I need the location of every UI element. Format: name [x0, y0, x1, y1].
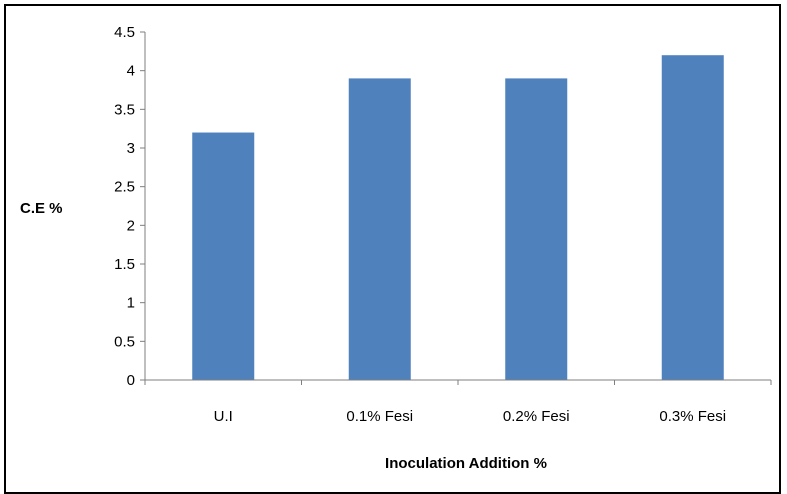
bar	[661, 55, 724, 380]
y-tick-label: 1.5	[114, 256, 135, 273]
y-tick-label: 2.5	[114, 179, 135, 196]
y-tick-label: 1	[127, 295, 135, 312]
y-tick-label: 0	[127, 372, 135, 389]
x-tick-label: 0.3% Fesi	[659, 408, 726, 425]
y-tick-label: 0.5	[114, 333, 135, 350]
bar	[505, 78, 568, 381]
x-ticks-group: U.I 0.1% Fesi 0.2% Fesi 0.3% Fesi	[144, 380, 772, 425]
x-axis-title: Inoculation Addition %	[385, 455, 547, 472]
y-tick-label: 4.5	[114, 24, 135, 41]
y-tick-label: 4	[127, 63, 135, 80]
bar	[348, 78, 411, 381]
y-tick-label: 2	[127, 217, 135, 234]
x-tick-label: 0.2% Fesi	[503, 408, 570, 425]
y-tick-label: 3.5	[114, 101, 135, 118]
bars-group	[192, 55, 724, 381]
y-ticks-group: 0 0.5 1 1.5 2 2.5 3 3.5 4 4.5	[114, 24, 145, 389]
bar-chart: 0 0.5 1 1.5 2 2.5 3 3.5 4 4.5 U.I 0.1% Fesi 0.2% Fe…	[20, 24, 772, 472]
x-tick-label: 0.1% Fesi	[346, 408, 413, 425]
bar	[192, 132, 255, 380]
y-axis-title: C.E %	[20, 200, 63, 217]
x-tick-label: U.I	[214, 408, 233, 425]
y-tick-label: 3	[127, 140, 135, 157]
